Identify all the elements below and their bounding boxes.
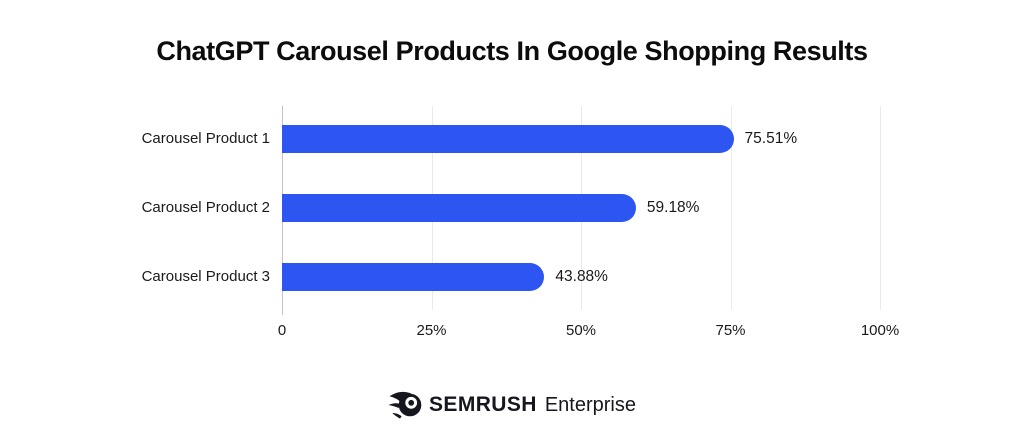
- x-tick-label: 75%: [715, 322, 746, 339]
- value-label: 43.88%: [555, 268, 608, 285]
- gridline: [730, 106, 732, 310]
- brand-name: SEMRUSH: [429, 393, 537, 416]
- category-label: Carousel Product 2: [141, 199, 270, 216]
- chart-title: ChatGPT Carousel Products In Google Shop…: [156, 36, 868, 66]
- brand-footer: SEMRUSH Enterprise: [0, 389, 1024, 421]
- gridline: [880, 106, 881, 310]
- x-tick-label: 25%: [416, 322, 447, 339]
- bar: [282, 263, 545, 291]
- value-label: 59.18%: [646, 199, 700, 216]
- bar: [282, 194, 636, 222]
- bar: [282, 125, 734, 153]
- brand-suffix: Enterprise: [544, 393, 636, 416]
- value-label: 75.51%: [744, 130, 798, 147]
- x-tick-label: 50%: [565, 322, 597, 339]
- x-tick-label: 100%: [860, 322, 900, 339]
- category-label: Carousel Product 1: [141, 130, 270, 147]
- x-tick-label: 0: [277, 322, 287, 339]
- category-label: Carousel Product 3: [141, 268, 270, 285]
- semrush-logo-icon: [388, 391, 422, 419]
